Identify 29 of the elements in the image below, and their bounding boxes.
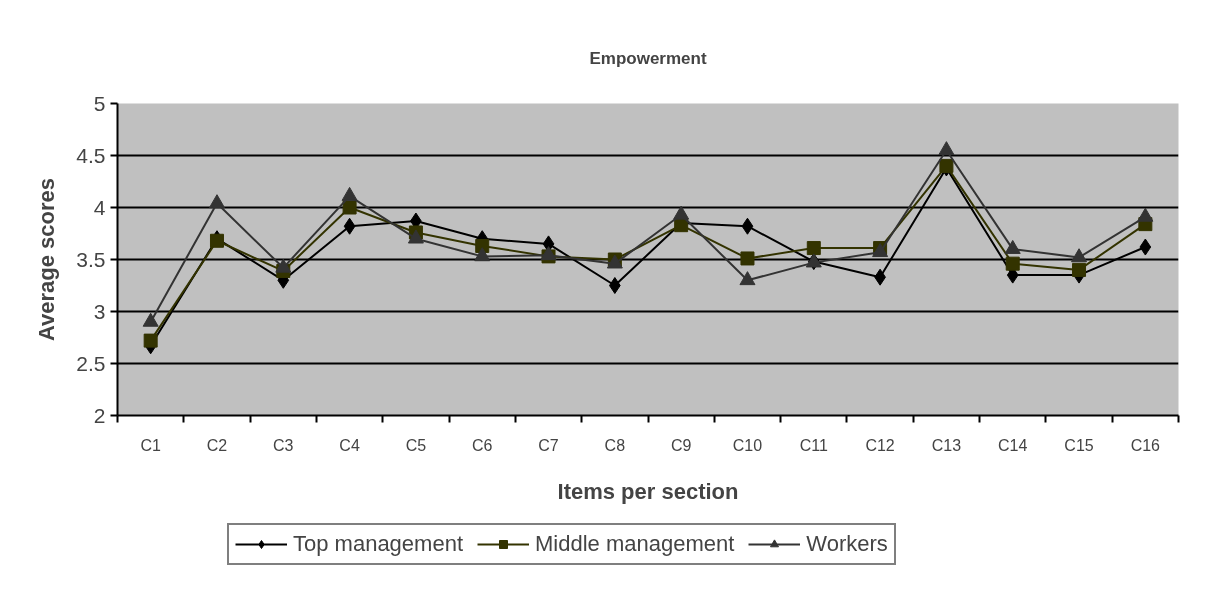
x-tick-label: C9: [670, 436, 692, 454]
y-tick-label: 3.5: [76, 247, 106, 271]
legend-label: Middle management: [535, 531, 735, 557]
x-tick-label: C11: [799, 436, 828, 454]
x-tick-label: C15: [1064, 436, 1094, 454]
y-tick-label: 4.5: [76, 143, 106, 167]
x-tick-label: C3: [273, 436, 294, 454]
x-tick-label: C1: [140, 436, 161, 454]
x-tick-label: C2: [206, 436, 228, 454]
x-tick-label: C13: [931, 436, 962, 454]
legend-label: Top management: [293, 531, 463, 557]
y-tick-label: 3: [93, 299, 106, 323]
x-tick-label: C16: [1130, 436, 1161, 454]
x-tick-label: C5: [405, 436, 427, 454]
y-axis-title: Average scores: [34, 177, 60, 342]
x-tick-label: C14: [998, 436, 1028, 454]
y-tick-label: 2: [93, 403, 106, 427]
x-tick-label: C4: [339, 436, 360, 454]
x-tick-label: C12: [865, 436, 895, 454]
chart-title: Empowerment: [589, 48, 707, 68]
x-axis-title: Items per section: [557, 478, 739, 504]
legend-label: Workers: [806, 531, 888, 557]
x-tick-label: C6: [471, 436, 493, 454]
y-tick-label: 5: [93, 91, 106, 115]
y-tick-label: 2.5: [76, 351, 106, 375]
x-tick-label: C7: [538, 436, 559, 454]
x-tick-label: C10: [732, 436, 763, 454]
x-tick-label: C8: [604, 436, 626, 454]
y-tick-label: 4: [93, 195, 106, 219]
